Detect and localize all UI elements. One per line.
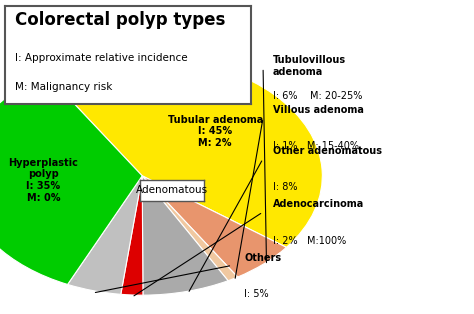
Text: M: Malignancy risk: M: Malignancy risk [15,82,112,92]
Wedge shape [142,176,286,277]
Text: Others: Others [244,253,281,263]
Text: I: 5%: I: 5% [244,289,269,299]
Text: I: Approximate relative incidence: I: Approximate relative incidence [15,53,187,63]
Text: I: 1%   M: 15-40%: I: 1% M: 15-40% [273,141,358,151]
Wedge shape [47,57,322,247]
Text: Hyperplastic
polyp
I: 35%
M: 0%: Hyperplastic polyp I: 35% M: 0% [9,158,78,203]
Text: Villous adenoma: Villous adenoma [273,105,364,115]
Wedge shape [0,75,142,284]
Text: I: 8%: I: 8% [273,182,297,192]
Text: I: 6%    M: 20-25%: I: 6% M: 20-25% [273,91,362,101]
Text: Tubular adenoma
I: 45%
M: 2%: Tubular adenoma I: 45% M: 2% [167,115,263,148]
Wedge shape [121,176,143,295]
Wedge shape [142,176,228,295]
Wedge shape [68,176,142,294]
Text: Adenocarcinoma: Adenocarcinoma [273,199,364,209]
Text: Other adenomatous: Other adenomatous [273,146,382,156]
Wedge shape [142,176,237,281]
Text: Colorectal polyp types: Colorectal polyp types [15,11,225,29]
Text: Adenomatous: Adenomatous [136,185,208,195]
Text: I: 2%   M:100%: I: 2% M:100% [273,236,346,246]
Text: Tubulovillous
adenoma: Tubulovillous adenoma [273,55,346,77]
